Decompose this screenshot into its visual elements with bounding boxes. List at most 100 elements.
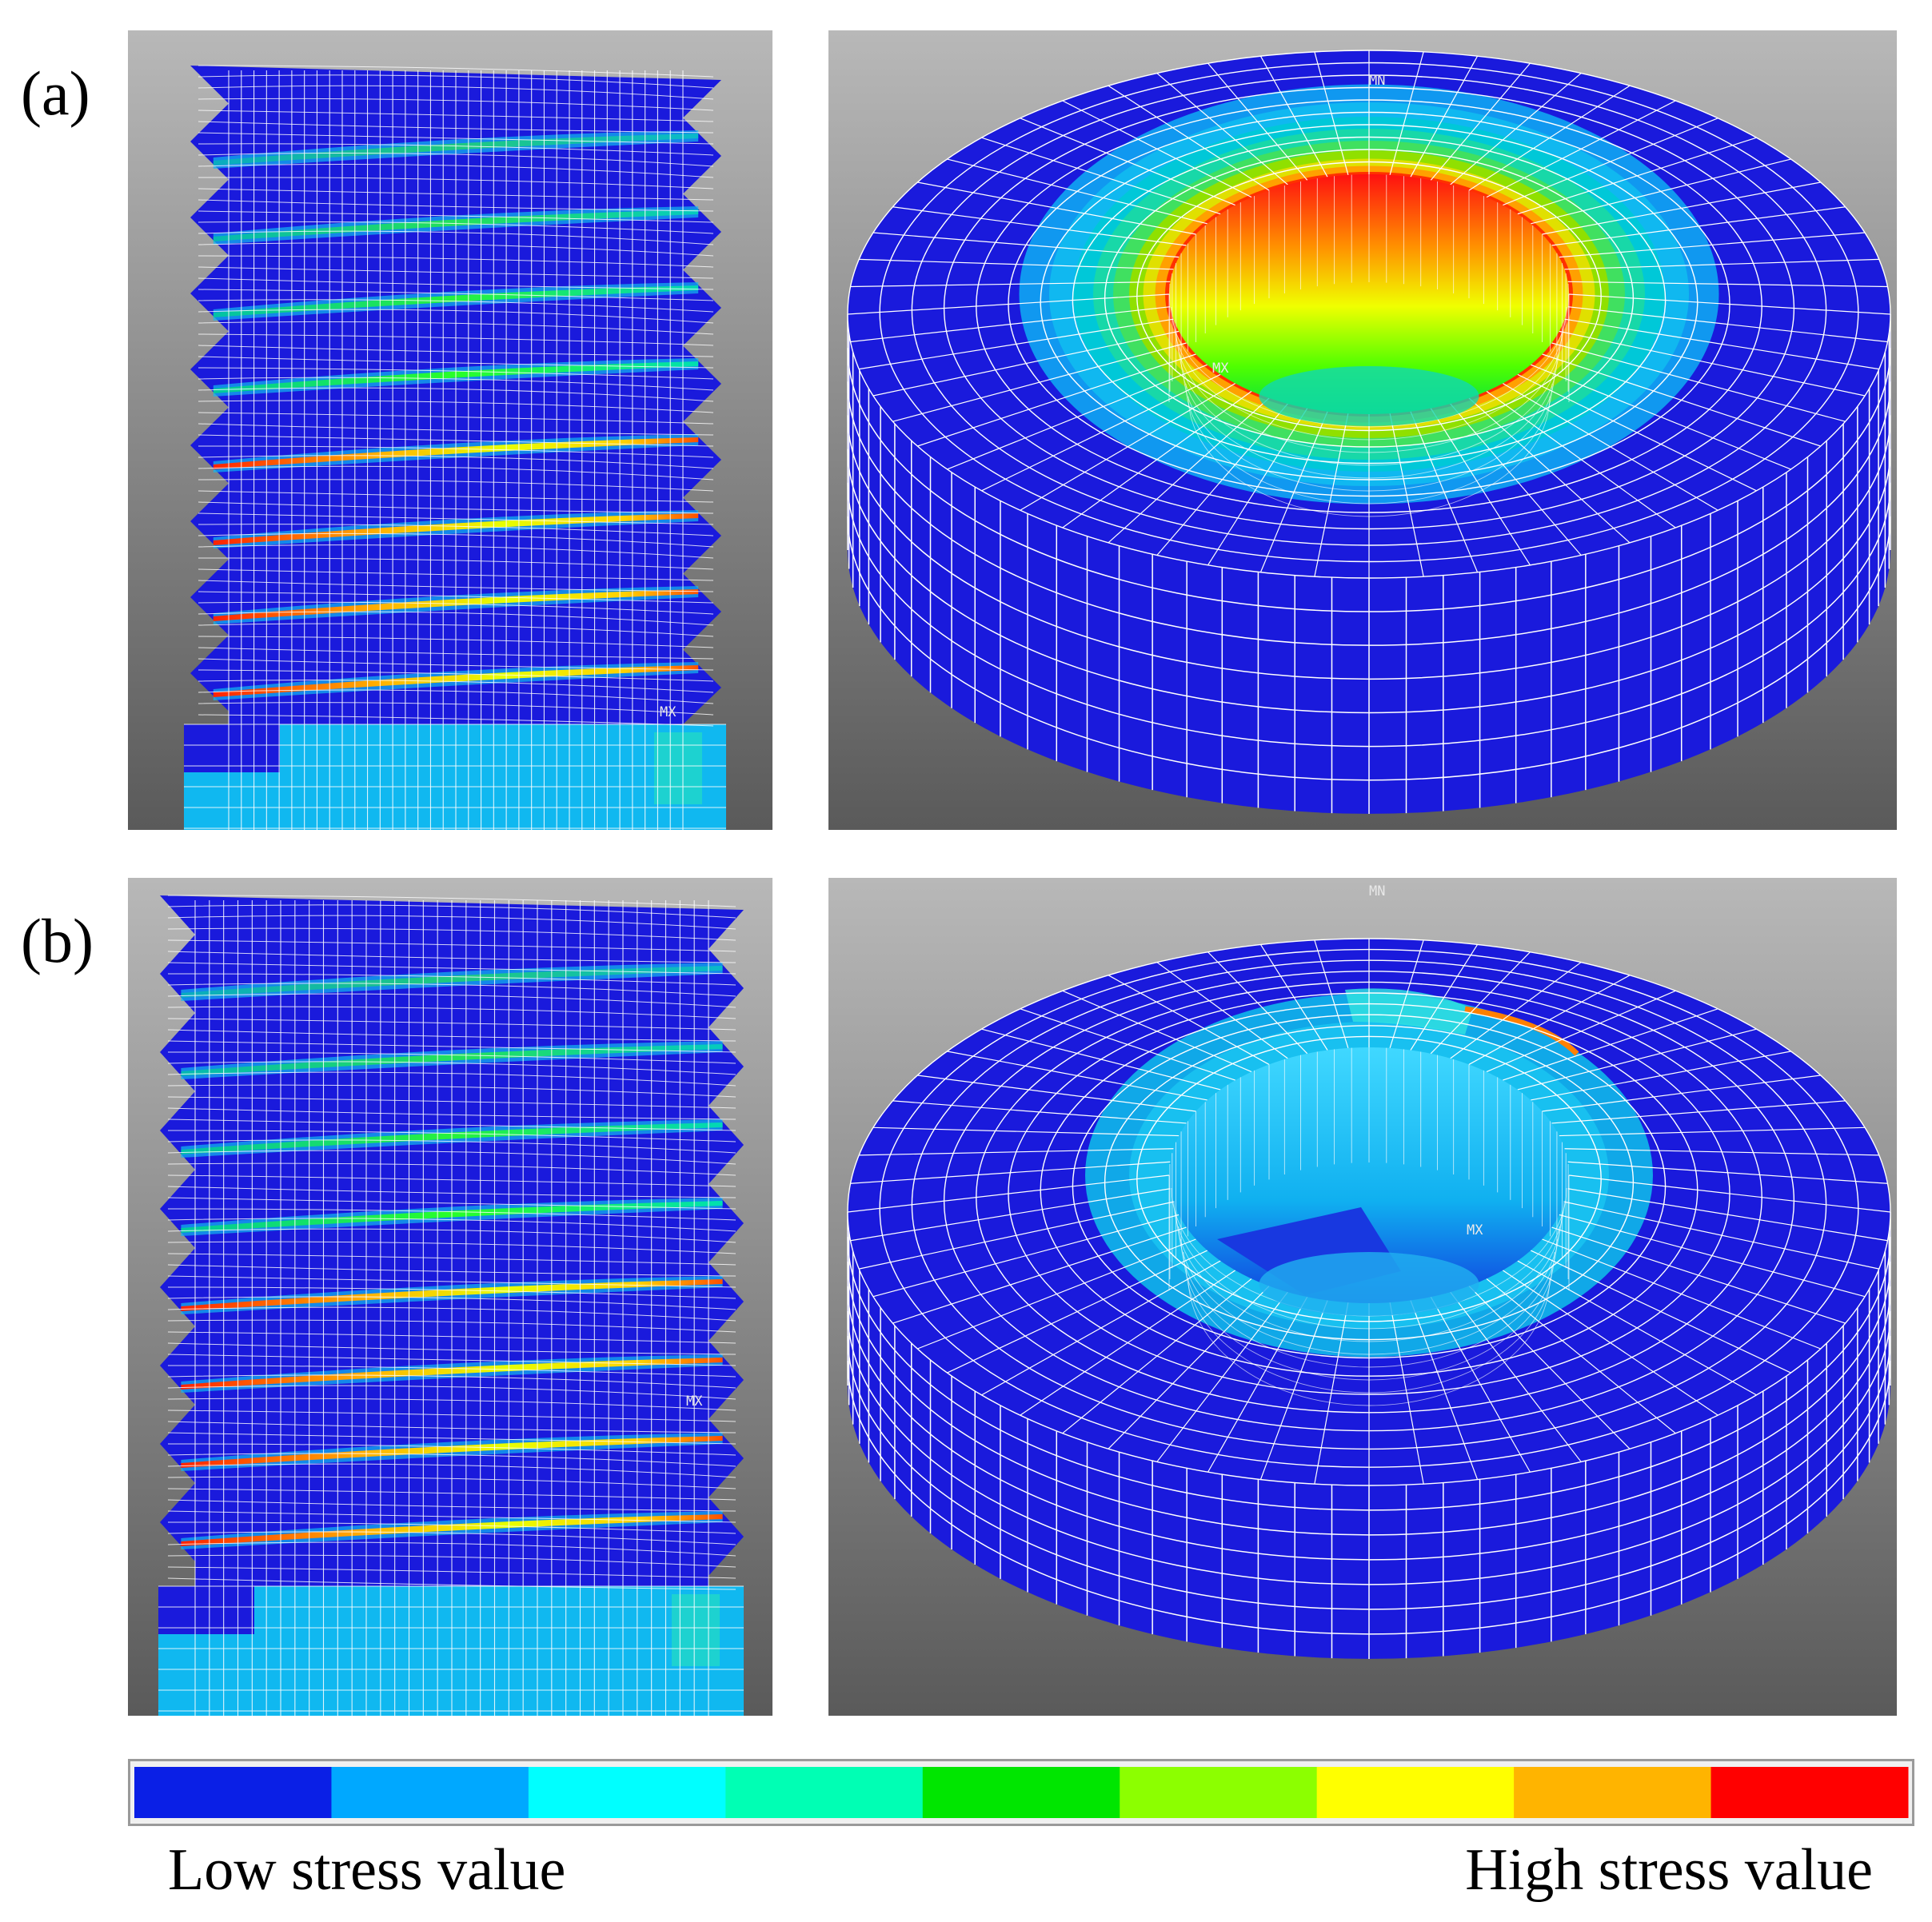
bolt-mesh-hline bbox=[198, 333, 714, 346]
bolt-mesh-hline bbox=[167, 1541, 736, 1557]
bolt-mesh-hline bbox=[167, 1218, 736, 1232]
nut-side-mesh-ring bbox=[847, 449, 1891, 714]
bolt-mesh-hline bbox=[198, 580, 714, 592]
bolt-stress-plot-b: MX bbox=[128, 878, 772, 1716]
bolt-max-tag: MX bbox=[686, 1394, 703, 1410]
bolt-mesh-hline bbox=[167, 1374, 736, 1389]
bolt-mesh-hline bbox=[198, 689, 714, 704]
nut-side-mesh-ring bbox=[847, 1261, 1891, 1536]
nut-top-mesh-radial bbox=[1517, 137, 1757, 215]
nut-top-mesh-radial bbox=[1156, 403, 1288, 556]
nut-top-mesh-radial bbox=[1108, 397, 1270, 544]
nut-top-mesh-radial bbox=[1208, 951, 1308, 1055]
bolt-mesh-hline bbox=[198, 445, 714, 458]
nut-hole-bottom bbox=[1259, 1252, 1479, 1316]
bolt-mesh-hline bbox=[198, 164, 714, 178]
nut-top-mesh-radial bbox=[1410, 55, 1479, 177]
nut-top-mesh-radial bbox=[1517, 373, 1757, 492]
nut-top-mesh-radial bbox=[981, 1028, 1221, 1091]
bolt-mesh-hline bbox=[167, 1531, 736, 1545]
nut-top-mesh-radial bbox=[1517, 1028, 1757, 1091]
nut-top-mesh-radial bbox=[1486, 390, 1676, 528]
nut-stress-plot-a: MN MX bbox=[828, 30, 1897, 830]
bolt-mesh-hline bbox=[167, 1577, 736, 1590]
nut-top-mesh-radial bbox=[1468, 85, 1631, 191]
bolt-mesh-hline bbox=[167, 895, 736, 907]
nut-hole-mesh-ring bbox=[1173, 1200, 1565, 1330]
nut-top-mesh-radial bbox=[1567, 306, 1888, 343]
bolt-mesh-hline bbox=[167, 1253, 736, 1266]
bolt-mesh-hline bbox=[198, 188, 714, 201]
bolt-mesh-hline bbox=[167, 1139, 736, 1154]
bolt-stress-plot-a: MX bbox=[128, 30, 772, 830]
bolt-mesh-hline bbox=[198, 423, 714, 436]
bolt-shank-low-zone bbox=[158, 1586, 254, 1634]
bolt-max-tag: MX bbox=[660, 704, 677, 720]
bolt-mesh-hline bbox=[198, 714, 714, 727]
bolt-mesh-hline bbox=[198, 601, 714, 615]
nut-top-mesh-radial bbox=[1567, 1161, 1888, 1184]
nut-top-mesh-radial bbox=[1468, 975, 1631, 1065]
nut-top-mesh-radial bbox=[1410, 411, 1479, 573]
nut-side-mesh-ring bbox=[847, 482, 1891, 748]
bolt-mesh-hline bbox=[198, 611, 714, 626]
bolt-mesh-hline bbox=[167, 1566, 736, 1579]
nut-top-mesh-radial bbox=[859, 258, 1174, 270]
legend-swatch-8 bbox=[1514, 1767, 1712, 1818]
bolt-mesh-hline bbox=[167, 1342, 736, 1355]
nut-top-mesh-radial bbox=[917, 181, 1196, 235]
legend-swatch-9 bbox=[1710, 1767, 1909, 1818]
nut-top-mesh-radial bbox=[1567, 281, 1888, 288]
bolt-mesh-hline bbox=[167, 1554, 736, 1568]
bolt-mesh-hline bbox=[198, 321, 714, 335]
bolt-mesh-hline bbox=[198, 65, 714, 78]
bolt-mesh-hline bbox=[167, 1208, 736, 1221]
nut-stress-patch bbox=[1345, 988, 1473, 1035]
nut-top-mesh-radial bbox=[892, 1226, 1187, 1324]
legend-high-label: High stress value bbox=[1465, 1837, 1873, 1903]
nut-stress-plot-b: MN MX bbox=[828, 878, 1897, 1716]
nut-side-mesh-ring bbox=[847, 1236, 1891, 1511]
bolt-mesh-hline bbox=[198, 669, 714, 682]
nut-side-mesh-ring bbox=[847, 348, 1891, 612]
nut-hole-mesh-ring bbox=[1173, 319, 1565, 441]
bolt-mesh-hline bbox=[198, 501, 714, 514]
nut-top-mesh-radial bbox=[1503, 1008, 1718, 1081]
bolt-mesh-hline bbox=[198, 143, 714, 156]
bolt-mesh-hline bbox=[198, 455, 714, 469]
nut-top-mesh-radial bbox=[1542, 1238, 1821, 1350]
nut-top-mesh-radial bbox=[1542, 1075, 1821, 1112]
nut-side-mesh-ring bbox=[847, 1335, 1891, 1610]
bolt-mesh-hline bbox=[198, 479, 714, 492]
bolt-mesh-hline bbox=[167, 1018, 736, 1031]
bolt-mesh-hline bbox=[167, 1150, 736, 1165]
bolt-shank-mid-zone bbox=[654, 732, 702, 804]
legend-swatch-1 bbox=[134, 1767, 332, 1818]
bolt-mesh-hline bbox=[167, 1385, 736, 1400]
nut-top-mesh-radial bbox=[1108, 975, 1270, 1065]
nut-top-mesh-radial bbox=[1207, 1296, 1308, 1473]
bolt-mesh-hline bbox=[167, 1264, 736, 1277]
nut-hole-mesh-ring bbox=[1176, 332, 1563, 453]
nut-hole-mesh-ring bbox=[1185, 1264, 1553, 1394]
bolt-mesh-hline bbox=[167, 1443, 736, 1456]
bolt-mesh-hline bbox=[198, 98, 714, 111]
bolt-mesh-hline bbox=[198, 377, 714, 391]
bolt-mesh-hline bbox=[198, 132, 714, 145]
nut-top-mesh-radial bbox=[1531, 1051, 1791, 1101]
bolt-mesh-hline bbox=[167, 1228, 736, 1243]
bolt-mesh-hline bbox=[167, 939, 736, 952]
legend-swatch-3 bbox=[528, 1767, 726, 1818]
nut-top-mesh-radial bbox=[1468, 1286, 1631, 1449]
nut-top-mesh-radial bbox=[1389, 1302, 1424, 1485]
nut-hole-mesh-ring bbox=[1178, 345, 1560, 466]
nut-side-mesh-ring bbox=[847, 516, 1891, 781]
nut-top-mesh-radial bbox=[1410, 944, 1479, 1051]
bolt-mesh-hline bbox=[167, 1488, 736, 1501]
bolt-mesh-hline bbox=[167, 1029, 736, 1042]
bolt-mesh-hline bbox=[167, 1040, 736, 1053]
nut-side-mesh-ring bbox=[847, 1360, 1891, 1635]
bolt-mesh-hline bbox=[167, 1432, 736, 1445]
nut-top-mesh-radial bbox=[1450, 403, 1582, 556]
bolt-mesh-hline bbox=[167, 993, 736, 1008]
